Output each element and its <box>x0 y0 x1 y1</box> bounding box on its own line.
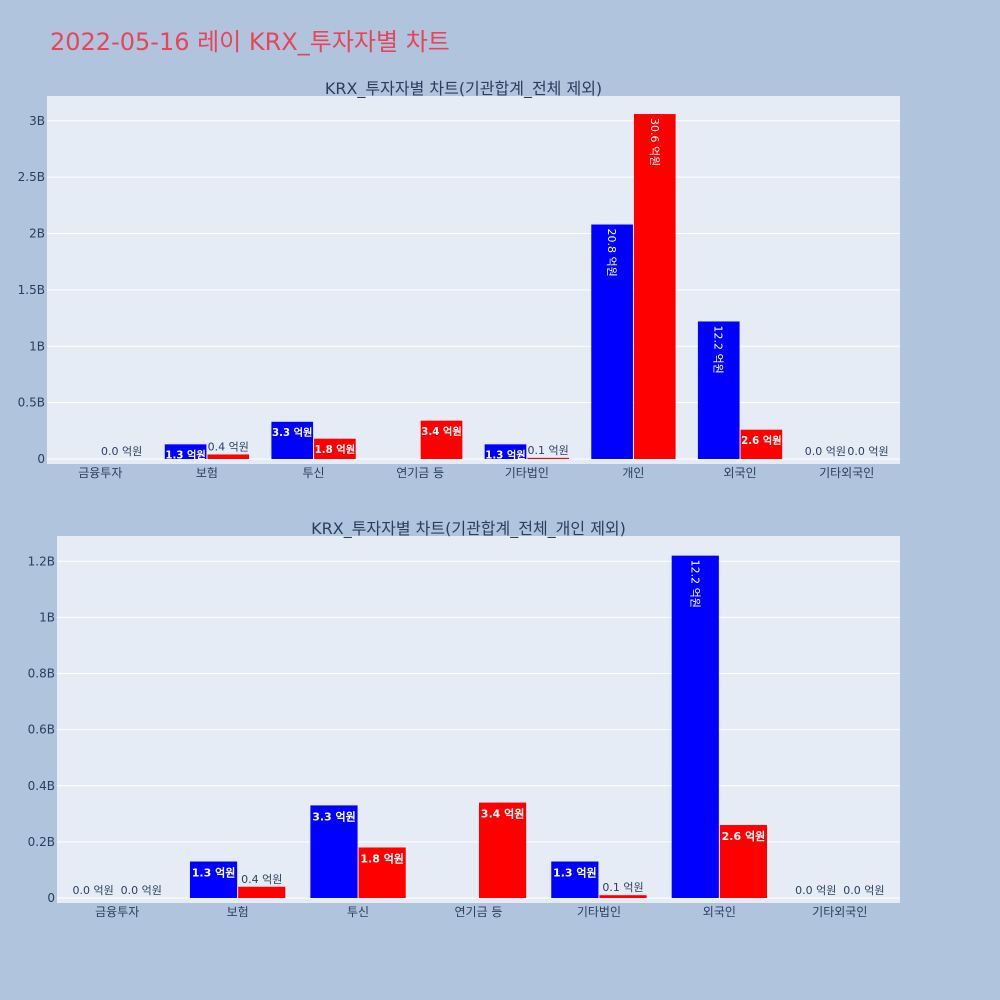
plot-area <box>47 96 900 464</box>
data-label: 3.3 억원 <box>312 809 356 823</box>
bar-sell[interactable] <box>358 847 406 898</box>
x-tick-label: 외국인 <box>724 466 757 480</box>
x-tick-label: 기타법인 <box>577 905 621 919</box>
bar-buy[interactable] <box>697 321 740 459</box>
bar-buy[interactable] <box>551 861 599 898</box>
y-tick-label: 0.4B <box>28 779 55 793</box>
x-tick-label: 기타외국인 <box>819 466 874 480</box>
x-tick-label: 기타법인 <box>505 466 549 480</box>
data-label: 3.4 억원 <box>421 425 461 438</box>
bar-buy[interactable] <box>310 805 358 898</box>
y-tick-label: 2B <box>29 227 45 241</box>
chart-1: KRX_투자자별 차트(기관합계_전체 제외) 0 0.5B 1B 1.5B 2B 2.5B… <box>18 79 900 480</box>
bar-sell[interactable] <box>599 895 647 898</box>
page-title: 2022-05-16 레이 KRX_투자자별 차트 <box>50 28 450 56</box>
data-label: 0.1 억원 <box>528 444 569 457</box>
x-tick-label: 보험 <box>196 466 218 480</box>
data-label: 2.6 억원 <box>722 829 766 843</box>
y-tick-label: 1.5B <box>18 283 45 297</box>
data-label: 0.0 억원 <box>805 445 846 458</box>
x-tick-label: 보험 <box>227 905 249 919</box>
x-tick-label: 연기금 등 <box>455 905 503 919</box>
y-tick-label: 3B <box>29 114 45 128</box>
chart-title: KRX_투자자별 차트(기관합계_전체_개인 제외) <box>311 519 626 539</box>
bar-buy[interactable] <box>484 444 527 459</box>
data-label: 3.3 억원 <box>272 426 312 439</box>
data-label: 12.2 억원 <box>688 560 701 608</box>
data-label: 1.8 억원 <box>315 443 355 456</box>
plot-area <box>57 536 900 903</box>
data-label: 2.6 억원 <box>741 434 781 447</box>
y-tick-label: 0.6B <box>28 723 55 737</box>
chart-title: KRX_투자자별 차트(기관합계_전체 제외) <box>325 79 602 99</box>
bar-sell[interactable] <box>527 457 569 459</box>
data-label: 1.3 억원 <box>485 449 525 462</box>
bar-sell[interactable] <box>207 454 250 459</box>
data-label: 0.0 억원 <box>843 884 884 897</box>
y-tick-label: 0.5B <box>18 396 45 410</box>
y-tick-label: 0 <box>47 891 55 905</box>
data-label: 0.4 억원 <box>241 873 282 886</box>
x-tick-label: 금융투자 <box>95 905 139 919</box>
x-tick-label: 기타외국인 <box>812 905 867 919</box>
x-tick-label: 개인 <box>622 466 644 480</box>
data-label: 12.2 억원 <box>712 325 725 373</box>
bar-buy[interactable] <box>591 224 633 459</box>
bar-buy[interactable] <box>164 444 207 459</box>
data-label: 1.3 억원 <box>553 866 597 880</box>
y-tick-label: 1B <box>39 610 55 624</box>
data-label: 0.4 억원 <box>208 440 249 453</box>
data-label: 30.6 억원 <box>648 118 661 166</box>
y-tick-label: 0.2B <box>28 835 55 849</box>
bar-sell[interactable] <box>314 438 356 459</box>
bar-sell[interactable] <box>238 886 286 898</box>
y-tick-label: 0 <box>37 452 45 466</box>
x-tick-label: 투신 <box>347 905 369 919</box>
bar-sell[interactable] <box>479 802 527 898</box>
x-tick-label: 외국인 <box>703 905 736 919</box>
bar-sell[interactable] <box>740 429 783 459</box>
y-tick-label: 2.5B <box>18 170 45 184</box>
y-tick-label: 1B <box>29 339 45 353</box>
data-label: 3.4 억원 <box>481 807 525 821</box>
bar-buy[interactable] <box>189 861 238 898</box>
data-label: 20.8 억원 <box>605 229 618 277</box>
chart-2: KRX_투자자별 차트(기관합계_전체_개인 제외) 0 0.2B 0.4B 0.6B 0… <box>28 519 900 919</box>
data-label: 0.1 억원 <box>602 881 643 894</box>
data-label: 0.0 억원 <box>121 884 162 897</box>
bar-buy[interactable] <box>271 421 314 459</box>
bar-sell[interactable] <box>633 114 676 460</box>
data-label: 0.0 억원 <box>73 884 114 897</box>
data-label: 0.0 억원 <box>795 884 836 897</box>
y-tick-label: 0.8B <box>28 667 55 681</box>
data-label: 1.8 억원 <box>360 851 404 865</box>
bar-sell[interactable] <box>719 825 768 898</box>
x-tick-label: 연기금 등 <box>396 466 444 480</box>
x-tick-label: 금융투자 <box>78 466 122 480</box>
data-label: 0.0 억원 <box>847 445 888 458</box>
data-label: 1.3 억원 <box>165 449 205 462</box>
x-tick-label: 투신 <box>303 466 325 480</box>
data-label: 0.0 억원 <box>101 445 142 458</box>
bar-buy[interactable] <box>671 555 719 898</box>
y-tick-label: 1.2B <box>28 554 55 568</box>
bar-sell[interactable] <box>420 420 463 459</box>
data-label: 1.3 억원 <box>192 866 236 880</box>
